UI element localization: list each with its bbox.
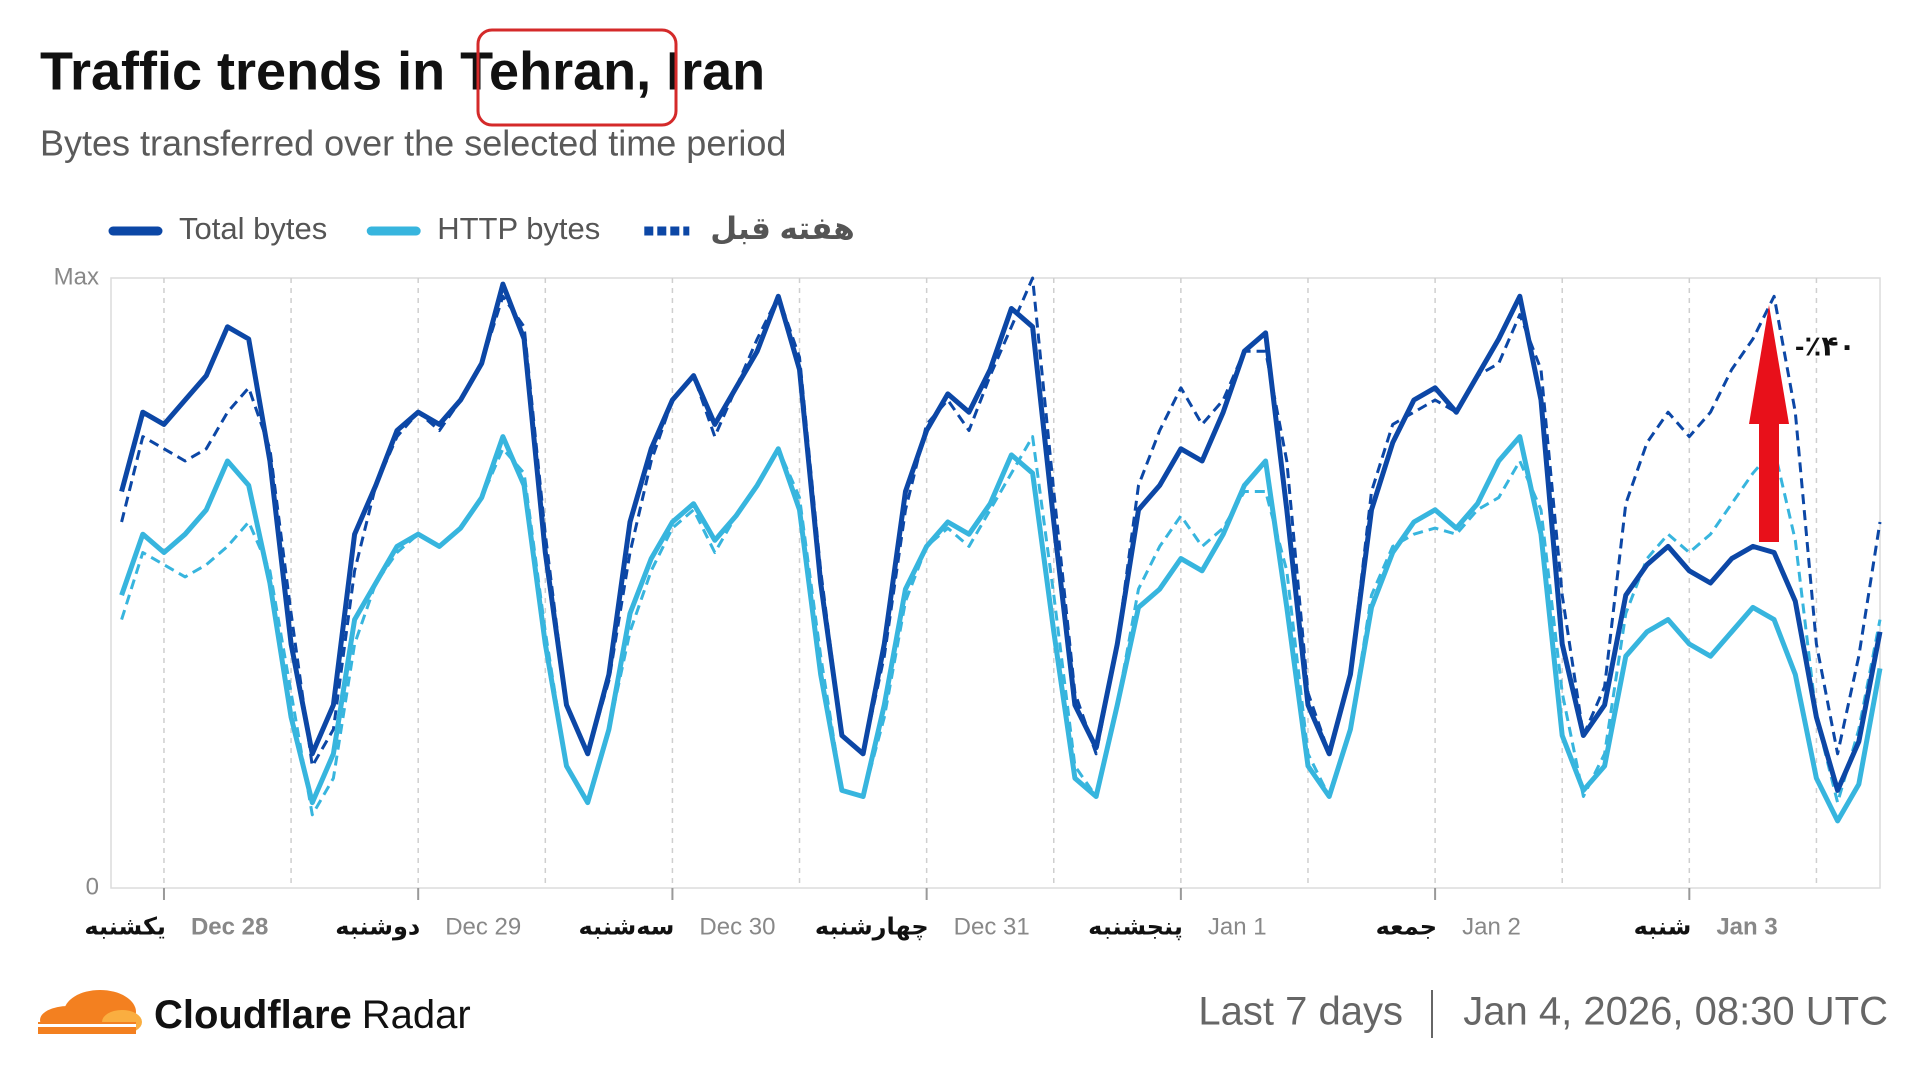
legend-label: هفته قبل: [710, 211, 855, 246]
lines: [119, 276, 1883, 824]
arrow-shaft: [1759, 418, 1779, 542]
x-tick-label: Dec 31: [954, 913, 1030, 940]
x-tick-label: Jan 1: [1208, 913, 1267, 940]
chart-title: Traffic trends in Tehran, Iran: [40, 41, 765, 101]
x-tick-label: Jan 3: [1716, 913, 1777, 940]
logo-stripe: [38, 1024, 136, 1027]
x-weekday-label: شنبه: [1634, 913, 1692, 940]
line: [119, 434, 1883, 824]
brand: Cloudflare Radar: [154, 993, 471, 1037]
line: [119, 281, 1883, 793]
annotation: -٪۴۰: [1795, 330, 1856, 361]
dashed-line: [120, 435, 1882, 817]
x-tick-label: Dec 29: [445, 913, 521, 940]
drop-arrow: [1749, 305, 1789, 542]
logo-base: [38, 1022, 136, 1034]
x-weekday-label: پنجشنبه: [1088, 913, 1183, 940]
x-weekday-label: سه‌شنبه: [579, 913, 675, 940]
brand-bold: Cloudflare: [154, 993, 352, 1037]
chart-subtitle: Bytes transferred over the selected time…: [40, 123, 786, 164]
x-weekday-label: یکشنبه: [84, 913, 166, 940]
arrow-head: [1749, 305, 1789, 424]
plot-frame: [110, 277, 1881, 889]
x-weekday-label: چهارشنبه: [815, 913, 929, 940]
title-highlight: [476, 28, 678, 127]
y-tick-label: 0: [86, 873, 99, 900]
grid: 0 Max Dec 28 یکشنبه Dec 29 دوشنبه Dec 30 سه‌شنب…: [54, 263, 1818, 940]
period: Last 7 days: [1198, 990, 1403, 1034]
brand-name: Radar: [362, 993, 471, 1037]
y-tick-label: Max: [54, 263, 99, 290]
legend: Total bytes HTTP bytes هفته قبل: [108, 211, 855, 246]
x-weekday-label: جمعه: [1376, 913, 1438, 940]
x-tick-label: Jan 2: [1462, 913, 1521, 940]
x-weekday-label: دوشنبه: [335, 913, 420, 940]
x-tick-label: Dec 28: [191, 913, 268, 940]
legend-label: Total bytes: [179, 211, 327, 246]
legend-label: HTTP bytes: [437, 211, 600, 246]
logo: [38, 990, 142, 1034]
x-tick-label: Dec 30: [699, 913, 775, 940]
timestamp: Jan 4, 2026, 08:30 UTC: [1463, 990, 1888, 1034]
